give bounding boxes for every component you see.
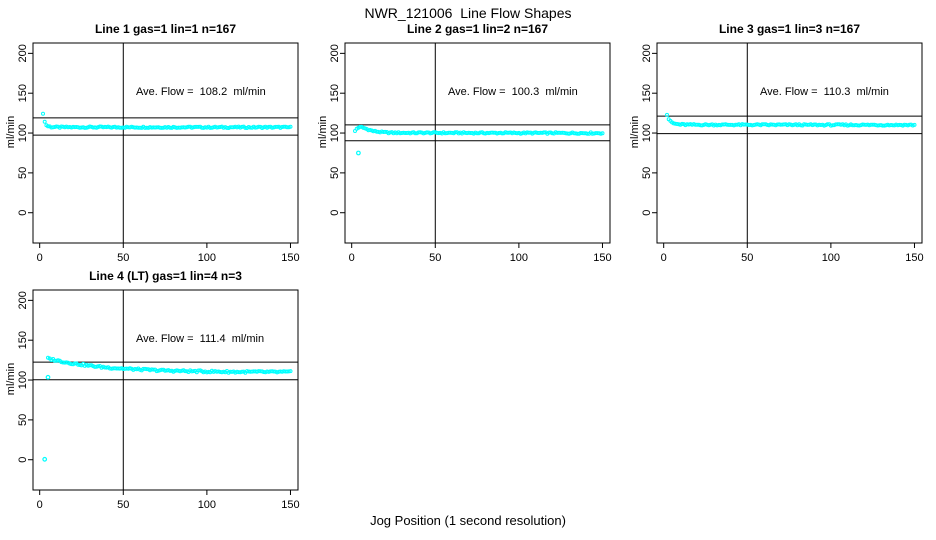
y-tick-label: 0 — [329, 210, 341, 216]
x-tick-label: 0 — [37, 499, 43, 511]
plot-1-ave-flow-annotation: Ave. Flow = 108.2 ml/min — [136, 86, 266, 98]
plot-2: 0 50 100 150 0 50 100 150 200 — [329, 42, 612, 264]
x-tick-label: 150 — [593, 252, 611, 264]
y-tick-label: 0 — [17, 210, 29, 216]
outlier-point — [42, 456, 48, 462]
y-tick-label: 50 — [641, 167, 653, 179]
x-axis-label: Jog Position (1 second resolution) — [370, 513, 566, 528]
y-tick-label: 200 — [17, 44, 29, 62]
y-tick-label: 150 — [329, 84, 341, 102]
x-tick-label: 50 — [117, 499, 129, 511]
y-tick-label: 0 — [641, 210, 653, 216]
plot-1-points — [41, 111, 293, 130]
y-tick-label: 100 — [17, 371, 29, 389]
plot-1: 0 50 100 150 0 50 100 150 200 — [17, 42, 300, 264]
x-tick-label: 100 — [198, 252, 216, 264]
outlier-point — [45, 374, 51, 380]
y-tick-label: 0 — [17, 457, 29, 463]
x-tick-label: 100 — [510, 252, 528, 264]
outlier-point — [356, 150, 361, 156]
y-tick-label: 200 — [641, 44, 653, 62]
figure-title: NWR_121006 Line Flow Shapes — [364, 5, 572, 21]
plot-3-points — [665, 112, 917, 128]
plot-1-box — [32, 42, 299, 244]
y-tick-label: 100 — [17, 124, 29, 142]
plot-2-y-axis-label: ml/min — [317, 115, 329, 149]
x-tick-label: 50 — [741, 252, 753, 264]
x-tick-label: 50 — [117, 252, 129, 264]
y-tick-label: 50 — [17, 414, 29, 426]
plot-4-box — [32, 289, 299, 491]
x-tick-label: 150 — [281, 252, 299, 264]
plot-1-title: Line 1 gas=1 lin=1 n=167 — [94, 22, 237, 36]
x-tick-label: 150 — [905, 252, 923, 264]
y-tick-label: 50 — [329, 167, 341, 179]
x-tick-label: 0 — [349, 252, 355, 264]
plot-4-title: Line 4 (LT) gas=1 lin=4 n=3 — [89, 269, 242, 283]
x-tick-label: 50 — [429, 252, 441, 264]
plot-3-box — [656, 42, 923, 244]
y-tick-label: 200 — [17, 291, 29, 309]
plot-2-points — [353, 124, 605, 156]
plot-4-ave-flow-annotation: Ave. Flow = 111.4 ml/min — [136, 333, 265, 345]
plot-3: 0 50 100 150 0 50 100 150 200 — [641, 42, 924, 264]
x-tick-label: 0 — [661, 252, 667, 264]
plot-4-points — [42, 355, 293, 462]
x-tick-label: 100 — [198, 499, 216, 511]
x-tick-label: 0 — [37, 252, 43, 264]
plot-3-ave-flow-annotation: Ave. Flow = 110.3 ml/min — [760, 86, 889, 98]
plot-2-title: Line 2 gas=1 lin=2 n=167 — [406, 22, 549, 36]
plot-2-box — [344, 42, 611, 244]
x-tick-label: 100 — [822, 252, 840, 264]
y-tick-label: 150 — [17, 331, 29, 349]
y-tick-label: 50 — [17, 167, 29, 179]
plot-1-y-axis-label: ml/min — [5, 115, 17, 149]
y-tick-label: 100 — [641, 124, 653, 142]
plot-4-y-axis-label: ml/min — [5, 362, 17, 396]
plot-4: 0 50 100 150 0 50 100 150 200 — [17, 289, 300, 511]
y-tick-label: 100 — [329, 124, 341, 142]
x-tick-label: 150 — [281, 499, 299, 511]
y-tick-label: 150 — [17, 84, 29, 102]
plot-2-ave-flow-annotation: Ave. Flow = 100.3 ml/min — [448, 86, 578, 98]
plot-3-y-axis-label: ml/min — [629, 115, 641, 149]
y-tick-label: 200 — [329, 44, 341, 62]
plot-3-title: Line 3 gas=1 lin=3 n=167 — [718, 22, 861, 36]
y-tick-label: 150 — [641, 84, 653, 102]
